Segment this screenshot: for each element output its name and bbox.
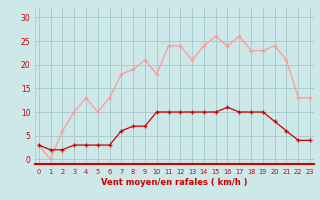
X-axis label: Vent moyen/en rafales ( km/h ): Vent moyen/en rafales ( km/h ) bbox=[101, 178, 248, 187]
